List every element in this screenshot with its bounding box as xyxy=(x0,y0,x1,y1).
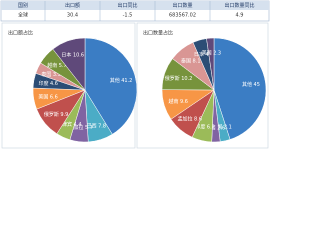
slice-label-value: 8.1 xyxy=(193,58,201,64)
slice-label-value: 4.6 xyxy=(50,81,58,87)
slice-label: 印度 4.6 xyxy=(38,80,57,87)
slice-label: 巴西 7.8 xyxy=(87,123,106,129)
slice-label-name: 泰国 xyxy=(181,57,191,64)
pie-slice xyxy=(52,37,86,91)
slice-label-value: 2.3 xyxy=(213,50,221,56)
chart-title: 出口额占比 xyxy=(8,30,33,37)
slice-label: 俄罗斯 10.2 xyxy=(165,74,193,81)
slice-label-name: 其他 xyxy=(110,76,120,83)
slice-label-value: 2.6 xyxy=(217,125,225,131)
slice-label: 美国 2.3 xyxy=(202,49,221,56)
table-header: 出口数量 xyxy=(172,2,192,9)
slice-label: 泰国 3.5 xyxy=(41,71,60,78)
slice-label-value: 7.8 xyxy=(98,123,106,129)
slice-label: 越南5.7 xyxy=(47,62,66,69)
page: 国别 出口额 出口同比 出口数量 出口数量同比全球 30.4 -1.5 683567.02 4.… xyxy=(0,0,270,149)
chart-title: 出口数量占比 xyxy=(143,30,173,37)
slice-label: 俄罗斯9.9 xyxy=(44,110,68,117)
slice-label-name: 日本 xyxy=(61,51,71,58)
slice-label-value: 41.2 xyxy=(121,77,132,83)
slice-label-value: 3.5 xyxy=(53,72,61,78)
slice-label-name: 越南 xyxy=(47,62,57,69)
slice-label-name: 孟加拉 xyxy=(68,124,83,131)
slice-label-name: 印度 xyxy=(38,80,48,87)
pie-slice xyxy=(84,37,138,135)
pie-slice xyxy=(213,37,267,140)
slice-label-value: 6.2 xyxy=(207,124,215,130)
slice-label: 孟加拉 5.7 xyxy=(68,124,92,131)
slice-label-value: 3.1 xyxy=(224,124,232,130)
slice-label-name: 美国 xyxy=(38,93,48,100)
slice-label-name: 孟加拉 xyxy=(178,115,193,122)
slice-label-name: 巴西 xyxy=(87,123,97,129)
slice-label: 美国 6.6 xyxy=(38,93,57,100)
slice-label: 其他 45 xyxy=(242,81,260,88)
table-header: 出口数量同比 xyxy=(224,2,254,9)
table-header: 国别 xyxy=(18,2,28,9)
slice-label-name: 其他 xyxy=(242,81,252,88)
slice-label: 孟加拉 8.6 xyxy=(178,115,202,122)
slice-label-value: 4.4 xyxy=(74,121,82,127)
slice-label-name: 日本 xyxy=(194,51,204,58)
table-cell: 30.4 xyxy=(67,13,78,19)
table-cell: -1.5 xyxy=(123,13,133,19)
slice-label-name: 越南 xyxy=(168,97,178,104)
slice-label-name: 美国 xyxy=(202,49,212,56)
slice-label-name: 菲律宾 xyxy=(57,120,72,127)
table-header: 出口同比 xyxy=(117,2,137,9)
slice-label-value: 9.6 xyxy=(180,98,188,104)
slice-label-value: 5.7 xyxy=(59,63,67,69)
slice-label-value: 5.7 xyxy=(85,125,93,131)
table-cell: 4.9 xyxy=(236,13,244,19)
pie-slice xyxy=(206,37,215,91)
slice-label-name: 俄罗斯 xyxy=(44,110,59,117)
slice-label-value: 10.6 xyxy=(73,52,84,58)
slice-label: 泰国 8.1 xyxy=(181,57,200,64)
slice-label: 菲律宾 4.4 xyxy=(57,120,81,127)
slice-label-name: 俄罗斯 xyxy=(165,74,180,81)
table-cell: 全球 xyxy=(18,12,28,19)
slice-label-value: 45 xyxy=(254,82,260,88)
slice-label: 其他41.2 xyxy=(110,76,133,83)
slice-label: 越南 9.6 xyxy=(168,97,187,104)
table-header: 出口额 xyxy=(65,2,80,9)
table-header-bg xyxy=(1,1,269,10)
slice-label: 印度 6.2 xyxy=(195,123,214,130)
slice-label-value: 9.9 xyxy=(60,111,68,117)
slice-label-value: 8.6 xyxy=(194,116,202,122)
slice-label: 日本 10.6 xyxy=(61,51,84,58)
table-cell: 683567.02 xyxy=(169,13,196,19)
slice-label-value: 10.2 xyxy=(181,75,192,81)
slice-label-name: 泰国 xyxy=(41,71,51,78)
slice-label-name: 印度 xyxy=(195,123,205,130)
slice-label-value: 6.6 xyxy=(50,94,58,100)
